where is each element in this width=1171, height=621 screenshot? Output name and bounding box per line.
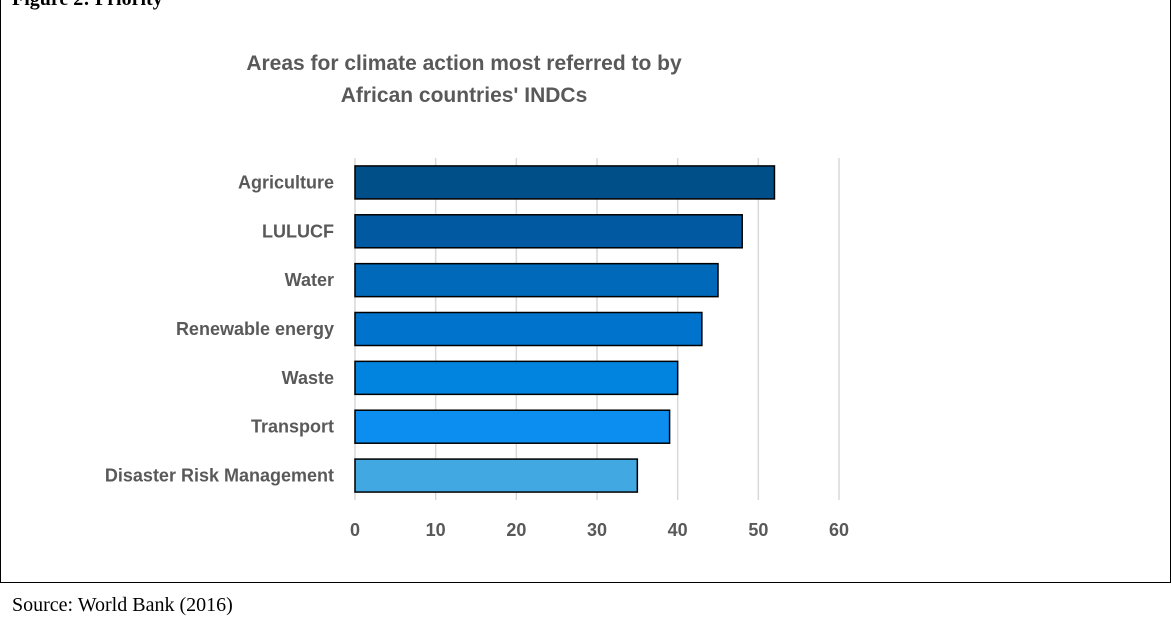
x-tick-label: 30: [587, 520, 607, 540]
category-label: LULUCF: [262, 221, 334, 241]
category-labels: Agriculture LULUCF Water Renewable energy Wa…: [105, 172, 334, 485]
chart-title-line-2: African countries' INDCs: [341, 84, 588, 107]
category-label: Disaster Risk Management: [105, 466, 334, 486]
x-axis-tick-labels: 0 10 20 30 40 50 60: [350, 520, 849, 540]
bar-agriculture: [354, 165, 776, 200]
category-label: Agriculture: [238, 172, 334, 192]
bar-transport: [354, 409, 671, 444]
bar-water: [354, 262, 719, 298]
bar-renewable-energy: [354, 311, 703, 347]
category-label: Waste: [282, 368, 334, 388]
x-tick-label: 50: [748, 520, 768, 540]
category-label: Water: [285, 270, 334, 290]
category-label: Renewable energy: [176, 319, 334, 339]
chart-title-line-1: Areas for climate action most referred t…: [246, 52, 682, 75]
source-note: Source: World Bank (2016): [12, 594, 233, 616]
bar-disaster-risk-management: [354, 458, 639, 493]
x-tick-label: 60: [829, 520, 849, 540]
bar-waste: [354, 360, 679, 396]
category-label: Transport: [251, 417, 334, 437]
bars: [354, 165, 776, 493]
bar-lulucf: [354, 214, 743, 249]
x-tick-label: 20: [506, 520, 526, 540]
x-tick-label: 10: [426, 520, 446, 540]
x-tick-label: 40: [668, 520, 688, 540]
x-tick-label: 0: [350, 520, 360, 540]
figure-caption: Figure 2: Priority: [12, 0, 163, 11]
